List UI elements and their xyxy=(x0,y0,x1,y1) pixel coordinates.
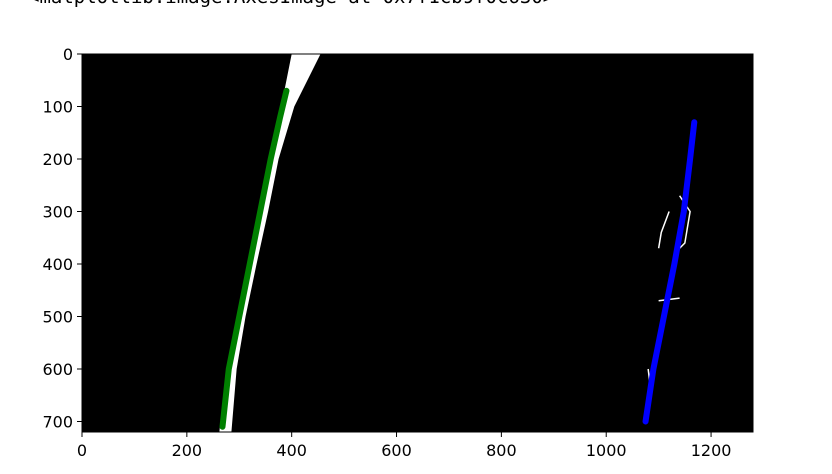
plot-area xyxy=(81,53,754,433)
x-axis: 0 200 400 600 800 1000 1200 xyxy=(77,432,732,460)
y-tick-label: 700 xyxy=(42,413,73,432)
output-repr-text: <matplotlib.image.AxesImage at 0x7f1cb9f… xyxy=(28,0,554,8)
y-tick-label: 100 xyxy=(42,98,73,117)
left-lane-fit-line xyxy=(219,87,290,430)
y-tick-label: 600 xyxy=(42,360,73,379)
right-lane-fit-line xyxy=(642,119,698,425)
x-tick-label: 0 xyxy=(77,441,87,460)
image-background xyxy=(82,54,753,432)
x-tick-label: 200 xyxy=(172,441,203,460)
y-tick-label: 0 xyxy=(63,45,73,64)
x-tick-label: 1000 xyxy=(586,441,627,460)
axes-frame xyxy=(81,53,754,433)
x-tick-label: 1200 xyxy=(691,441,732,460)
y-tick-label: 200 xyxy=(42,150,73,169)
y-tick-label: 300 xyxy=(42,203,73,222)
x-tick-label: 600 xyxy=(381,441,412,460)
x-tick-label: 800 xyxy=(486,441,517,460)
x-tick-label: 400 xyxy=(276,441,307,460)
y-axis: 0 100 200 300 400 500 600 700 xyxy=(42,45,82,432)
fit-lines-layer xyxy=(219,87,698,430)
left-lane-pixels xyxy=(219,54,321,432)
right-lane-pixels xyxy=(657,211,670,249)
y-tick-label: 500 xyxy=(42,308,73,327)
y-tick-label: 400 xyxy=(42,255,73,274)
